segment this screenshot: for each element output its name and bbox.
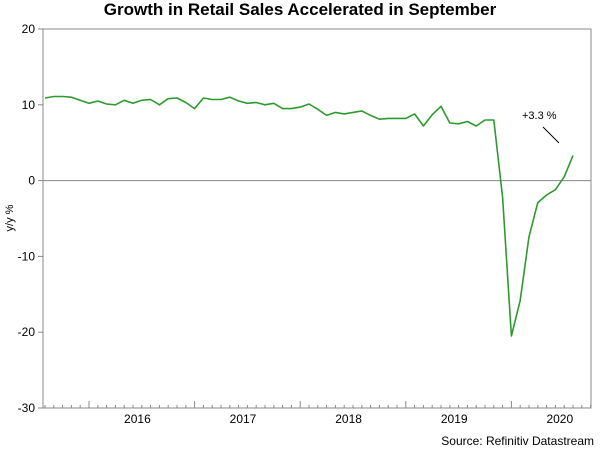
y-tick-label: 10: [22, 98, 36, 112]
y-axis-ticks: [38, 28, 43, 409]
y-tick-label: -30: [18, 401, 36, 415]
x-year-label: 2019: [441, 412, 468, 426]
y-axis-label: y/y %: [4, 204, 16, 231]
x-axis-year-labels: 2016 2017 2018 2019 2020: [124, 412, 573, 426]
plot-area: [42, 28, 592, 409]
chart-title: Growth in Retail Sales Accelerated in Se…: [104, 0, 497, 19]
x-year-label: 2020: [546, 412, 573, 426]
x-year-label: 2016: [124, 412, 151, 426]
annotation-text: +3.3 %: [522, 110, 557, 122]
y-tick-label: 0: [28, 174, 35, 188]
x-year-label: 2018: [335, 412, 362, 426]
x-axis-ticks: [44, 401, 592, 408]
series-line-retail-sales: [44, 95, 574, 337]
source-note: Source: Refinitiv Datastream: [441, 434, 594, 448]
annotation-pointer: [542, 126, 560, 144]
y-tick-label: -20: [18, 325, 36, 339]
y-tick-label: 20: [22, 22, 36, 36]
y-axis-tick-labels: 20 10 0 -10 -20 -30: [18, 22, 36, 415]
y-tick-label: -10: [18, 249, 36, 263]
x-year-label: 2017: [230, 412, 257, 426]
